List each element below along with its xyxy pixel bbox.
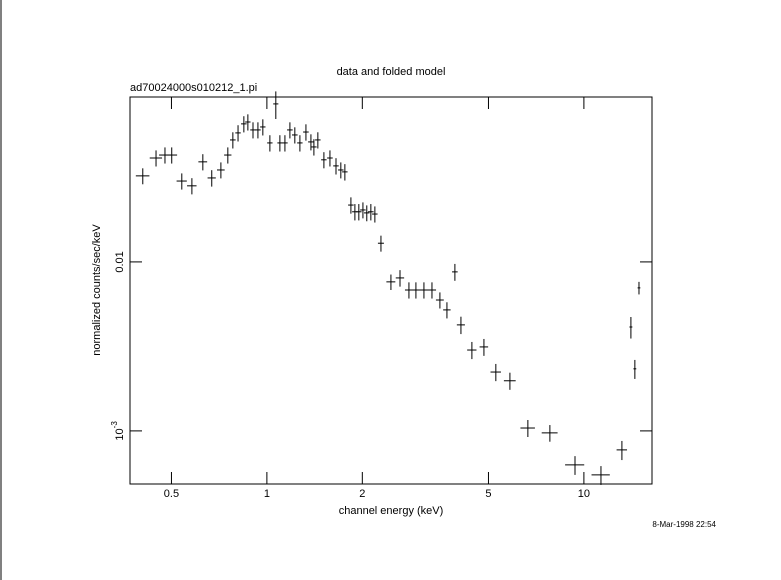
y-tick-label: 10-3 — [110, 421, 126, 441]
y-tick-label-exponent: -3 — [110, 421, 119, 429]
x-tick-label: 2 — [359, 488, 365, 500]
x-tick-label: 0.5 — [164, 488, 179, 500]
timestamp: 8-Mar-1998 22:54 — [652, 520, 716, 529]
chart-title: data and folded model — [337, 66, 446, 78]
y-tick-label-base: 10 — [114, 428, 126, 440]
x-axis-label: channel energy (keV) — [339, 505, 444, 517]
chart-subtitle: ad70024000s010212_1.pi — [130, 82, 257, 94]
y-axis-label: normalized counts/sec/keV — [91, 224, 103, 356]
plot-frame — [129, 96, 653, 485]
x-tick-label: 1 — [264, 488, 270, 500]
y-tick-label: 0.01 — [114, 251, 126, 272]
x-tick-label: 5 — [485, 488, 491, 500]
x-tick-label: 10 — [578, 488, 590, 500]
